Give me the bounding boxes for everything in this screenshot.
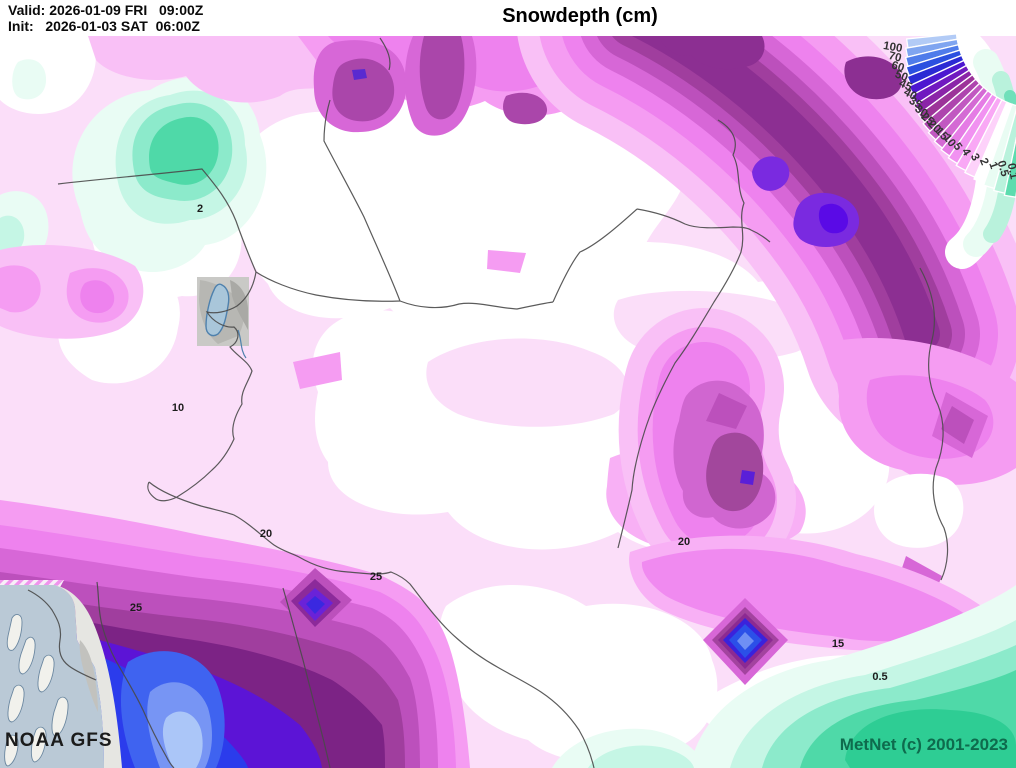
header-strip: [0, 0, 1016, 36]
carpathian-extreme-cores: [658, 36, 902, 247]
contour-labels: 2 10 20 25 25 20 15 0.5: [130, 203, 888, 683]
legend-value-label: 1: [986, 160, 1000, 171]
legend-value-label: 100: [882, 40, 903, 55]
contour-value-label: 25: [130, 602, 142, 614]
east-snow-patches: [830, 337, 1016, 607]
legend-value-label: 45: [897, 78, 914, 95]
map-title: Snowdepth (cm): [502, 5, 658, 27]
south-magenta-belt: [629, 535, 995, 651]
model-credit-text: NOAA GFS: [5, 730, 113, 751]
legend-value-label: 50: [893, 68, 909, 84]
legend-value-label: 60: [890, 59, 906, 74]
copyright-text: MetNet (c) 2001-2023: [839, 735, 1008, 754]
west-pink-patches: [0, 245, 526, 389]
legend-value-label: 0.5: [995, 159, 1011, 178]
adriatic-inset: [0, 585, 122, 768]
green-low-snow-northwest: [0, 59, 267, 273]
contour-value-label: 20: [260, 528, 272, 540]
southeast-peak-maximum: [703, 598, 788, 685]
southeast-green-low-snow: [552, 585, 1016, 768]
lake-neusiedl-tile: [197, 277, 249, 359]
legend-value-label: 0.1: [1005, 162, 1016, 181]
northeast-hungary-maximum: [606, 308, 806, 580]
contour-value-label: 2: [197, 203, 203, 215]
contour-value-label: 25: [370, 571, 382, 583]
init-time-text: Init: 2026-01-03 SAT 06:00Z: [8, 18, 200, 34]
contour-value-label: 15: [832, 638, 844, 650]
contour-value-label: 10: [172, 402, 184, 414]
legend-value-label: 3: [968, 152, 982, 163]
contour-value-label: 20: [678, 536, 690, 548]
legend-value-label: 40: [902, 86, 919, 103]
legend-value-label: 70: [887, 50, 902, 65]
valid-time-text: Valid: 2026-01-09 FRI 09:00Z: [8, 2, 204, 18]
legend-value-label: 2: [977, 156, 991, 167]
country-borders: [27, 37, 949, 768]
contour-value-label: 0.5: [872, 671, 887, 683]
